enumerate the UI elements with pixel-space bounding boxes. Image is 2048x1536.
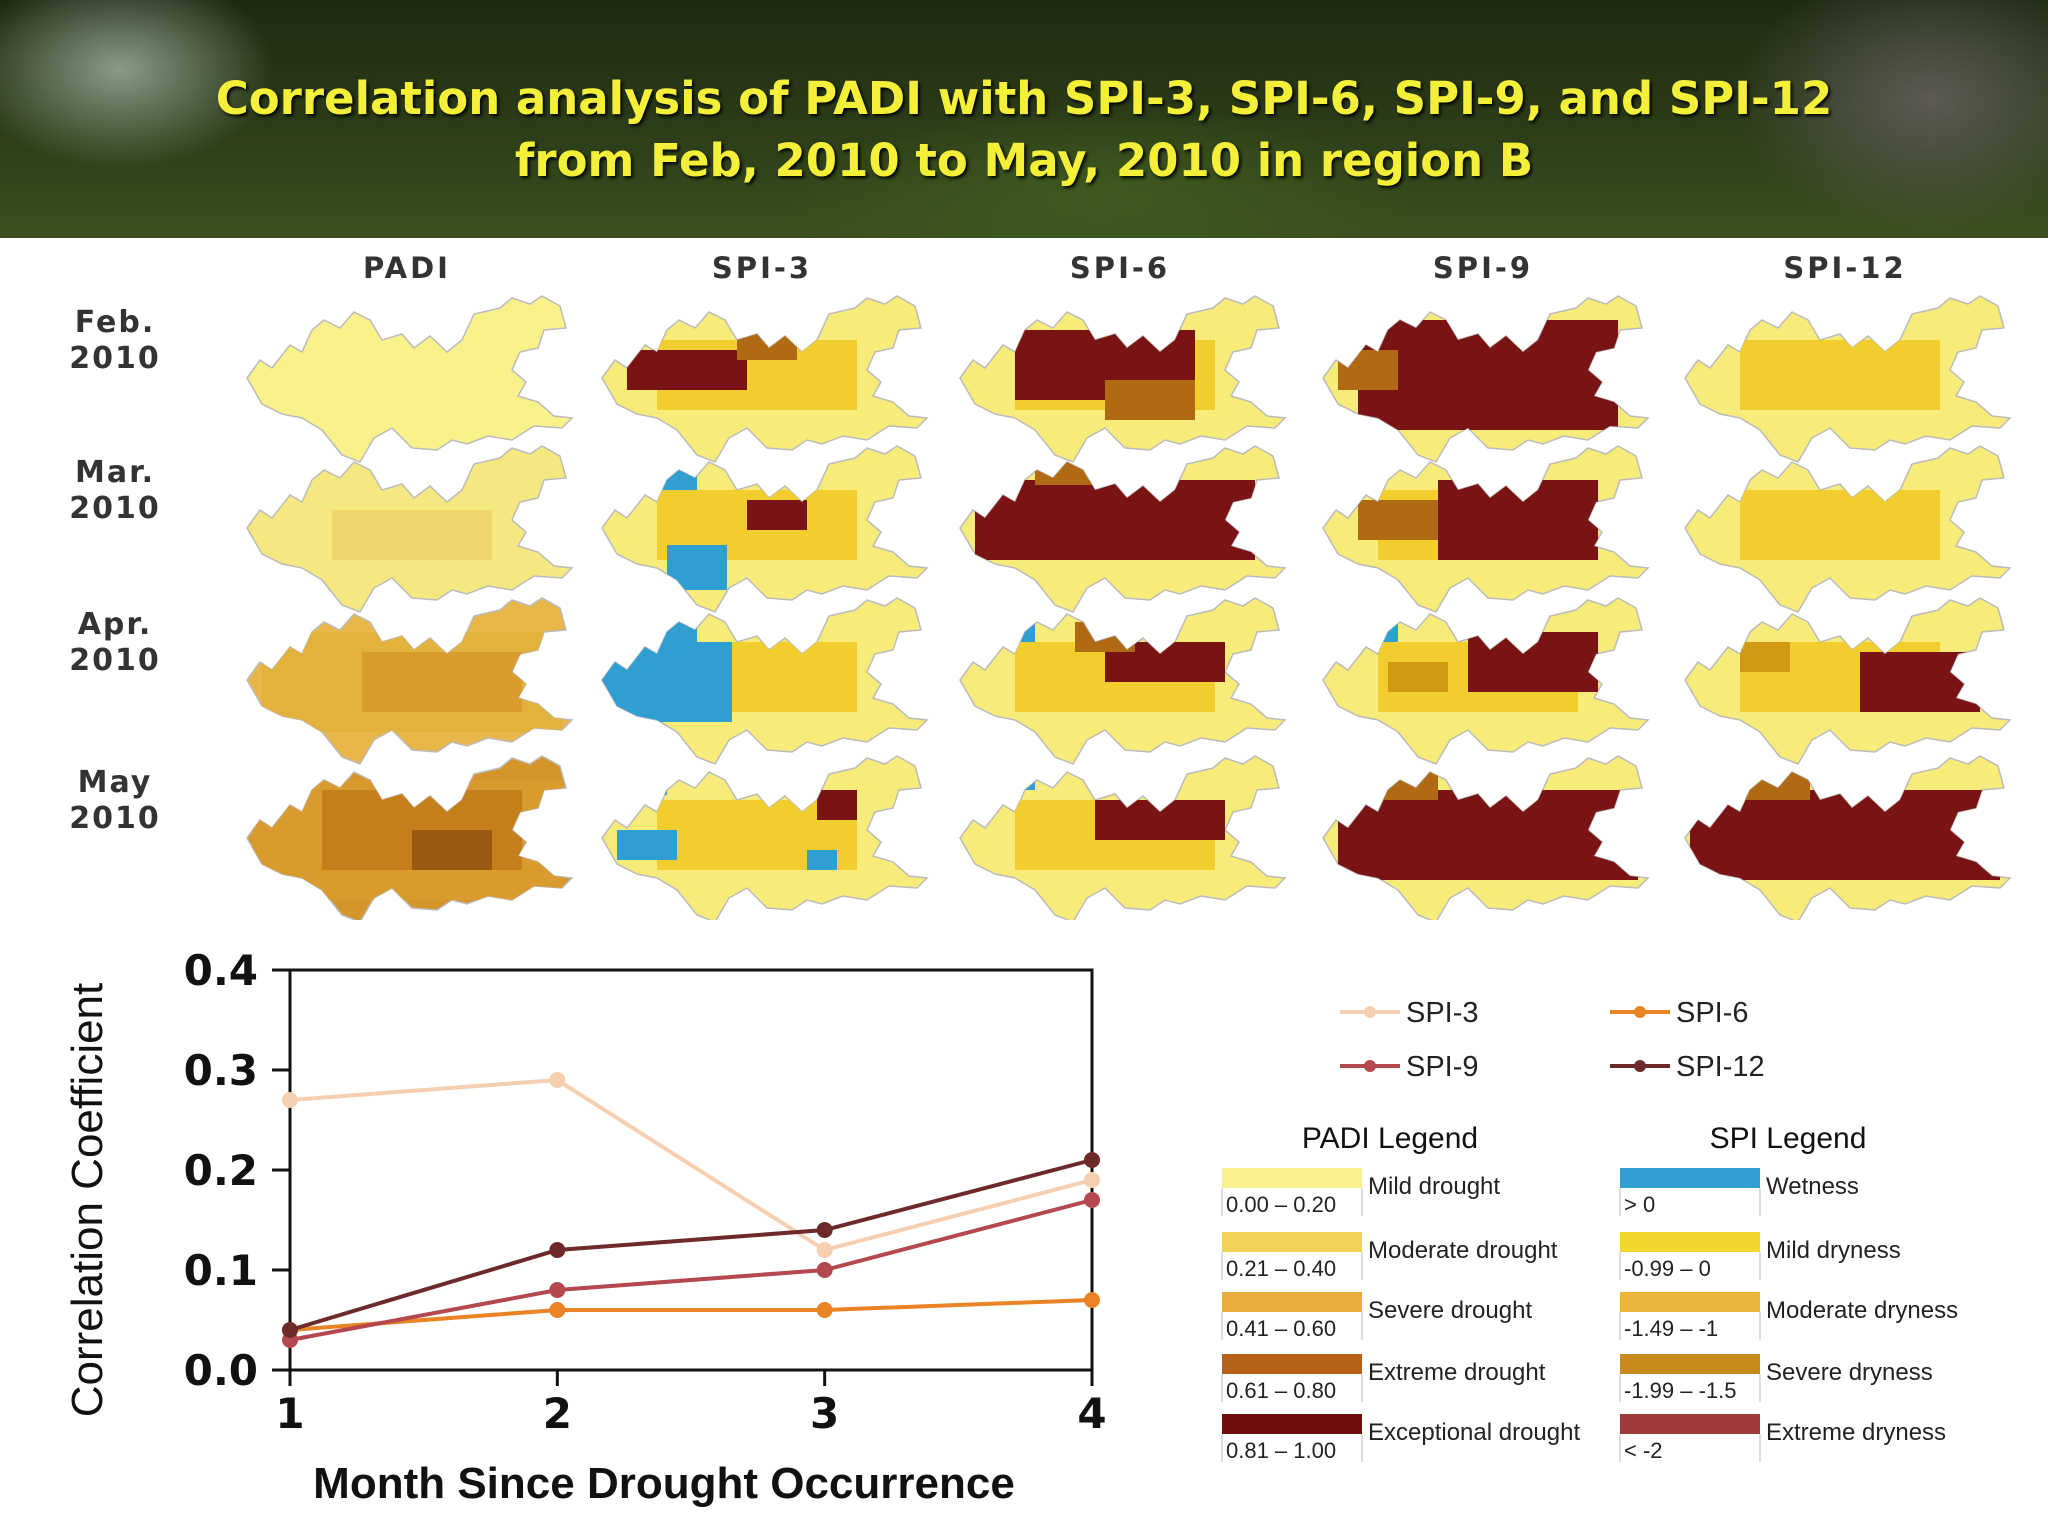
padi-legend-range: 0.81 – 1.00 [1226,1438,1336,1463]
x-tick-label: 3 [810,1389,839,1438]
legend-marker [1634,1060,1646,1072]
spi-legend-label: Extreme dryness [1766,1419,1946,1446]
data-point-spi-3 [549,1072,566,1088]
map-column-label: SPI-12 [1783,251,1906,285]
data-point-spi-9 [1084,1192,1100,1208]
map-row-label: Apr. [78,607,153,642]
data-point-spi-12 [1084,1152,1100,1168]
data-point-spi-3 [816,1242,833,1258]
legend-entry: SPI-6 [1676,997,1749,1029]
series-line-spi-12 [289,1158,1093,1332]
drought-map [959,295,1286,463]
map-row-label-year: 2010 [69,801,161,836]
drought-map [1684,295,2011,463]
page-title-line-2: from Feb, 2010 to May, 2010 in region B [514,134,1534,187]
map-column-label: SPI-9 [1433,251,1533,285]
spi-legend-title: SPI Legend [1710,1122,1867,1155]
spi-legend-label: Mild dryness [1766,1237,1901,1264]
data-point-spi-6 [816,1302,833,1318]
x-tick-label: 4 [1077,1389,1106,1438]
x-tick-label: 2 [543,1389,572,1438]
spi-legend-range: -1.99 – -1.5 [1624,1378,1737,1403]
spi-legend-label: Wetness [1766,1173,1859,1200]
y-tick-label: 0.2 [184,1146,258,1195]
drought-map [959,445,1286,613]
map-row-label: May [78,765,153,800]
y-tick-label: 0.1 [184,1246,258,1295]
drought-map [1684,445,2011,613]
spi-legend-range: < -2 [1624,1438,1663,1463]
data-point-spi-6 [549,1302,566,1318]
x-tick-label: 1 [275,1389,304,1438]
spi-legend-swatch [1620,1414,1760,1434]
spi-legend-range: -0.99 – 0 [1624,1256,1711,1281]
padi-legend-range: 0.61 – 0.80 [1226,1378,1336,1403]
map-column-label: PADI [363,251,451,285]
map-column-label: SPI-3 [712,251,812,285]
title-banner: Correlation analysis of PADI with SPI-3,… [0,0,2048,238]
spi-legend-range: > 0 [1624,1192,1655,1217]
data-point-spi-12 [282,1322,298,1338]
drought-map-grid: PADI SPI-3 SPI-6 SPI-9 SPI-12 Feb.2010Mar.20… [69,251,2011,920]
y-tick-label: 0.0 [184,1346,258,1395]
data-point-spi-9 [549,1282,566,1298]
spi-legend-swatch [1620,1354,1760,1374]
padi-legend-range: 0.21 – 0.40 [1226,1256,1336,1281]
padi-legend-swatch [1222,1232,1362,1252]
data-point-spi-6 [1084,1292,1100,1308]
map-row-label-year: 2010 [69,491,161,526]
padi-legend-label: Exceptional drought [1368,1419,1580,1446]
data-point-spi-3 [282,1092,298,1108]
x-axis-label: Month Since Drought Occurrence [313,1459,1015,1508]
map-row-label-year: 2010 [69,341,161,376]
data-point-spi-12 [549,1242,566,1258]
spi-legend-range: -1.49 – -1 [1624,1316,1718,1341]
padi-legend-label: Moderate drought [1368,1237,1558,1264]
y-tick-label: 0.4 [184,946,258,995]
legend-entry: SPI-12 [1676,1051,1765,1083]
spi-legend-swatch [1620,1292,1760,1312]
spi-legend-label: Moderate dryness [1766,1297,1958,1324]
series-line-spi-6 [289,1298,1093,1332]
padi-legend-swatch [1222,1168,1362,1188]
drought-map [246,597,573,765]
padi-legend-title: PADI Legend [1302,1122,1478,1155]
padi-legend-label: Mild drought [1368,1173,1500,1200]
spi-legend-label: Severe dryness [1766,1359,1933,1386]
map-row-label: Feb. [75,305,156,340]
legend-marker [1364,1060,1376,1072]
page-title: Correlation analysis of PADI with SPI-3,… [0,68,2048,192]
spi-legend-swatch [1620,1232,1760,1252]
y-tick-label: 0.3 [184,1046,258,1095]
data-point-spi-9 [816,1262,833,1278]
spi-legend-swatch [1620,1168,1760,1188]
drought-map [1322,755,1649,920]
map-row-label: Mar. [75,455,155,490]
padi-legend-swatch [1222,1292,1362,1312]
page-title-line-1: Correlation analysis of PADI with SPI-3,… [215,72,1833,125]
series-line-spi-3 [289,1077,1093,1253]
drought-map [246,445,573,613]
padi-legend-swatch [1222,1414,1362,1434]
padi-legend-range: 0.00 – 0.20 [1226,1192,1336,1217]
legend-entry: SPI-3 [1406,997,1479,1029]
legend-marker [1364,1006,1376,1018]
data-point-spi-3 [1084,1172,1100,1188]
legend-entry: SPI-9 [1406,1051,1479,1083]
padi-legend-swatch [1222,1354,1362,1374]
series-line-spi-9 [289,1198,1093,1342]
padi-legend-label: Severe drought [1368,1297,1532,1324]
legend-marker [1634,1006,1646,1018]
y-axis-label: Correlation Coefficient [63,983,112,1418]
padi-legend-label: Extreme drought [1368,1359,1546,1386]
data-point-spi-12 [816,1222,833,1238]
padi-legend-range: 0.41 – 0.60 [1226,1316,1336,1341]
map-row-label-year: 2010 [69,643,161,678]
map-column-label: SPI-6 [1070,251,1170,285]
